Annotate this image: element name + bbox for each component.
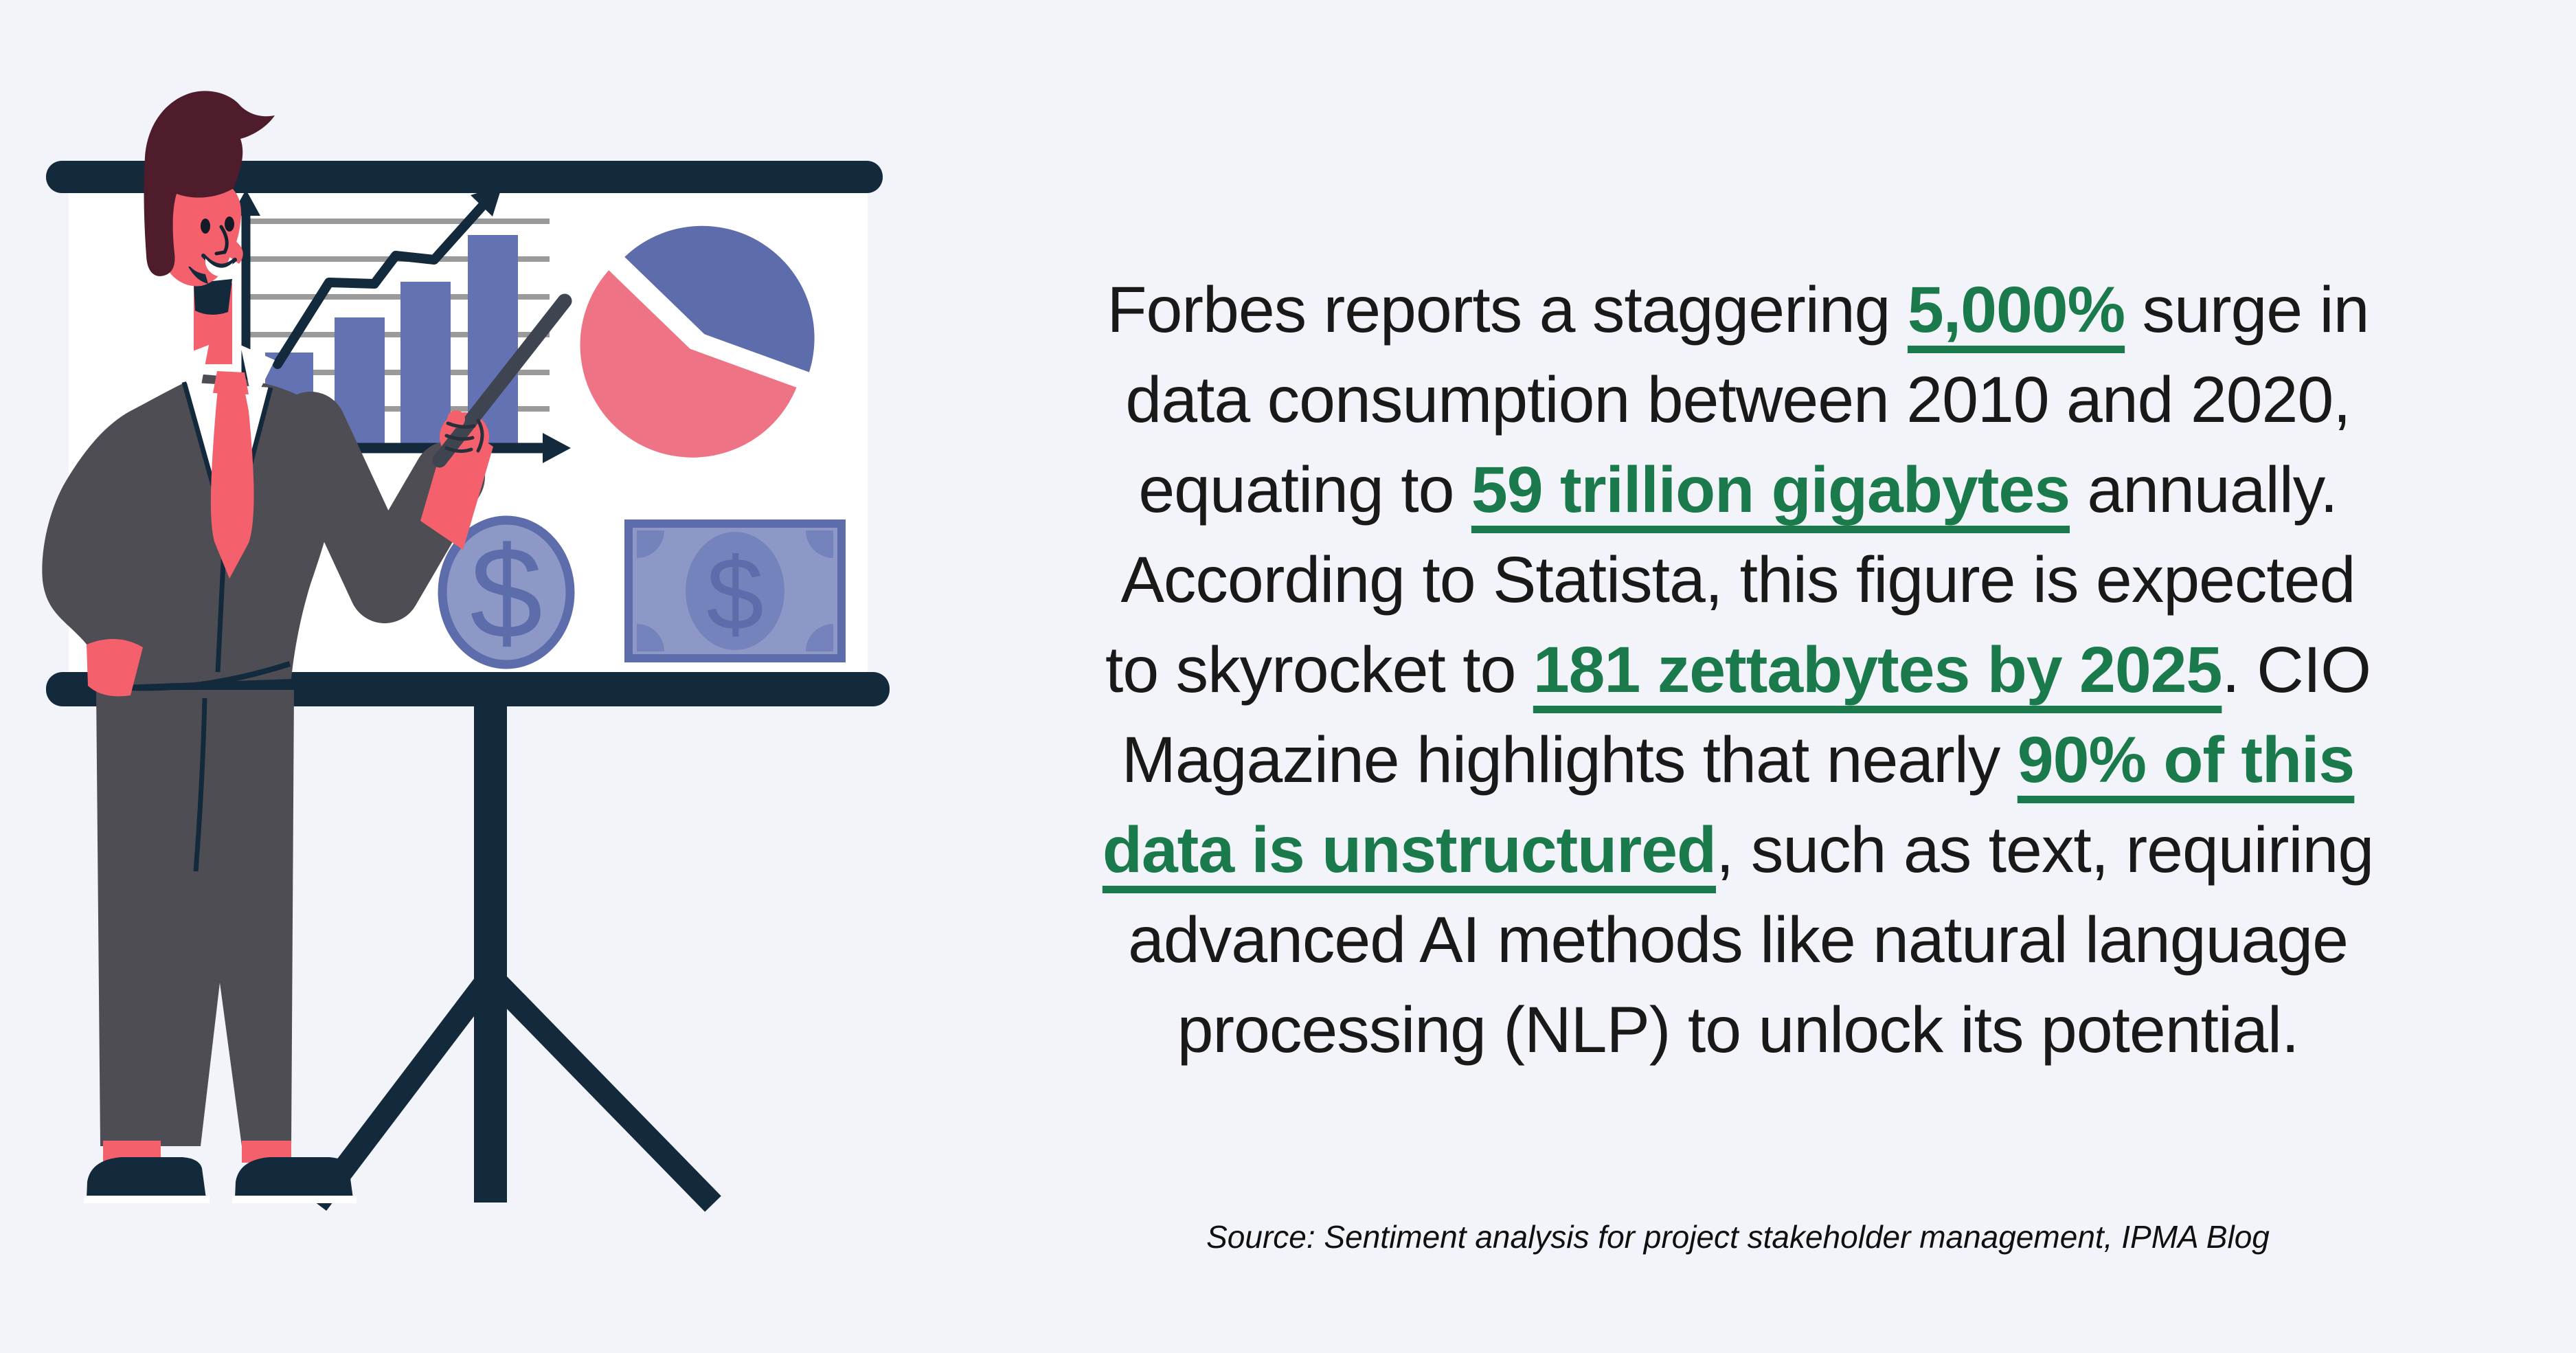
pie-slice-pink (571, 259, 807, 467)
nose (229, 241, 243, 264)
mouth-corner-shadow (188, 267, 208, 284)
paragraph-line: processing (NLP) to unlock its potential… (1037, 985, 2439, 1075)
highlight-stat-unstructured: data is unstructured (1102, 814, 1717, 886)
pointer-stick (432, 293, 572, 468)
finger-lines (444, 418, 484, 454)
source-citation: Source: Sentiment analysis for project s… (1206, 1219, 2270, 1255)
collar-wing (240, 345, 275, 404)
dollar-coin-icon: $ (438, 515, 575, 669)
nose-line (214, 225, 229, 256)
tie (210, 382, 254, 579)
text-segment: According to Statista, this figure is ex… (1120, 544, 2356, 616)
x-axis-arrow-icon (543, 433, 571, 463)
paragraph-line: data consumption between 2010 and 2020, (1037, 355, 2439, 445)
text-segment: , such as text, requiring (1716, 814, 2374, 886)
text-segment: equating to (1138, 454, 1471, 526)
shoes (84, 1157, 357, 1203)
text-segment: data consumption between 2010 and 2020, (1125, 364, 2351, 436)
paragraph-line: Forbes reports a staggering 5,000% surge… (1037, 265, 2439, 355)
presenter-illustration: $ $ (42, 91, 890, 1212)
highlight-stat-59-trillion: 59 trillion gigabytes (1471, 454, 2070, 526)
banknote-icon: $ (624, 519, 846, 662)
text-segment: Forbes reports a staggering (1107, 273, 1908, 346)
pants-crease (193, 697, 207, 872)
bar-chart-icon (231, 186, 571, 463)
chin-shadow (194, 279, 232, 315)
statistics-paragraph: Forbes reports a staggering 5,000% surge… (1037, 265, 2439, 1075)
text-segment: advanced AI methods like natural languag… (1128, 904, 2349, 976)
paragraph-line: According to Statista, this figure is ex… (1037, 535, 2439, 625)
text-segment: Magazine highlights that nearly (1121, 724, 2018, 796)
eye (201, 219, 210, 234)
paragraph-line: Magazine highlights that nearly 90% of t… (1037, 715, 2439, 805)
suit-jacket (42, 374, 338, 686)
pie-chart-icon (571, 216, 824, 467)
paragraph-line: advanced AI methods like natural languag… (1037, 895, 2439, 985)
highlight-stat-90-percent: 90% of this (2017, 724, 2355, 796)
text-segment: . CIO (2222, 634, 2371, 706)
tie-knot (213, 371, 249, 394)
text-segment: surge in (2125, 273, 2370, 346)
coin-dollar-glyph: $ (470, 520, 543, 666)
pie-slice-blue (613, 216, 824, 383)
bar-chart-bars (265, 235, 518, 448)
board-top-rail (46, 161, 883, 193)
banknote-dollar-glyph: $ (706, 536, 763, 651)
collar-wing (173, 345, 209, 403)
trend-arrow-icon (273, 186, 502, 369)
pocket-hand-cuff (87, 638, 143, 697)
highlight-stat-5000-percent: 5,000% (1907, 273, 2125, 346)
paragraph-line: data is unstructured, such as text, requ… (1037, 805, 2439, 895)
eye (225, 216, 234, 232)
pants (96, 690, 294, 1146)
tripod-stand (308, 706, 721, 1212)
text-segment: annually. (2070, 454, 2338, 526)
smile-line (201, 254, 237, 268)
pointer-hand-group (420, 293, 572, 550)
hair (144, 91, 275, 276)
paragraph-line: to skyrocket to 181 zettabytes by 2025. … (1037, 625, 2439, 715)
paragraph-line: equating to 59 trillion gigabytes annual… (1037, 445, 2439, 535)
teeth (205, 258, 233, 276)
face (160, 180, 242, 287)
text-segment: processing (NLP) to unlock its potential… (1177, 994, 2300, 1066)
text-segment: to skyrocket to (1105, 634, 1533, 706)
highlight-stat-181-zettabytes: 181 zettabytes by 2025 (1533, 634, 2222, 706)
